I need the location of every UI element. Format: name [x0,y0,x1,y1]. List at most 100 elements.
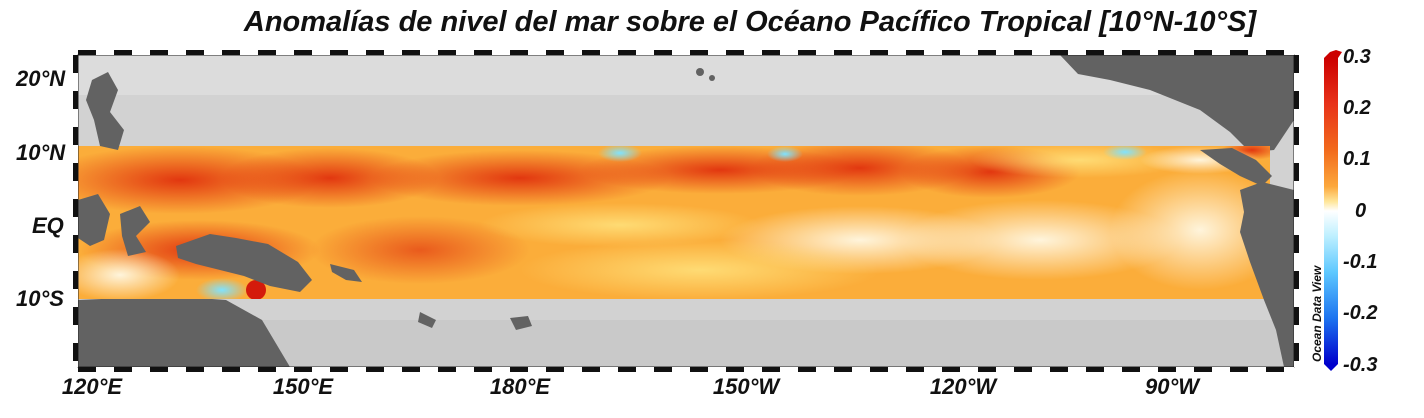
frame-segment-top [1032,50,1050,55]
frame-segment-bottom [348,367,366,372]
land-australia [78,296,290,367]
frame-segment-top [366,50,384,55]
frame-segment-top [222,50,240,55]
blob-pale-far-east [1110,170,1270,290]
frame-segment-left [73,73,78,91]
frame-segment-left [73,235,78,253]
anomaly-band [78,146,1270,299]
frame-segment-bottom [1140,367,1158,372]
blob-pale-east [900,200,1180,280]
frame-segment-bottom [1032,367,1050,372]
frame-segment-top [510,50,528,55]
frame-segment-top [1266,50,1284,55]
frame-segment-left [73,271,78,289]
frame-segment-bottom [186,367,204,372]
frame-segment-top [132,50,150,55]
frame-segment-bottom [726,367,744,372]
frame-segment-top [852,50,870,55]
frame-segment-bottom [564,367,582,372]
frame-segment-bottom [78,367,96,372]
frame-segment-top [1140,50,1158,55]
colorbar-tick-2: 0.1 [1343,148,1371,170]
frame-segment-bottom [1050,367,1068,372]
frame-segment-bottom [222,367,240,372]
frame-segment-bottom [1068,367,1086,372]
frame-segment-bottom [150,367,168,372]
colorbar-top-arrow [1324,50,1342,58]
frame-segment-right [1294,199,1299,217]
frame-segment-left [73,199,78,217]
blob-pale-west-south [78,249,180,299]
frame-segment-right [1294,271,1299,289]
colorbar-tick-4: -0.1 [1343,251,1378,273]
blob-north-west-2 [220,148,440,208]
frame-segment-top [240,50,258,55]
frame-segment-top [402,50,420,55]
frame-segment-top [618,50,636,55]
blob-cyan-3 [1103,146,1147,160]
frame-segment-top [1284,50,1294,55]
frame-segment-bottom [798,367,816,372]
frame-segment-top [474,50,492,55]
frame-segment-top [654,50,672,55]
lat-label-20n: 20°N [16,66,66,91]
frame-segment-bottom [618,367,636,372]
frame-segment-top [1086,50,1104,55]
frame-segment-bottom [1086,367,1104,372]
frame-segment-left [73,217,78,235]
lat-label-eq: EQ [32,213,64,238]
frame-segment-top [456,50,474,55]
frame-segment-left [73,91,78,109]
colorbar-tick-6: -0.3 [1343,354,1378,376]
frame-segment-top [636,50,654,55]
lon-label-180e: 180°E [489,374,551,399]
land-hawaii-2 [709,75,715,81]
frame-segment-top [78,50,96,55]
lon-label-120w: 120°W [929,374,997,399]
frame-segment-bottom [384,367,402,372]
frame-segment-top [960,50,978,55]
frame-segment-bottom [312,367,330,372]
frame-segment-top [834,50,852,55]
frame-segment-right [1294,253,1299,271]
frame-segment-bottom [780,367,798,372]
frame-segment-bottom [1176,367,1194,372]
blob-yellow-mid [480,203,760,247]
frame-segment-right [1294,235,1299,253]
frame-segment-top [1212,50,1230,55]
frame-segment-top [672,50,690,55]
frame-segment-bottom [654,367,672,372]
frame-segment-bottom [960,367,978,372]
frame-segment-bottom [1194,367,1212,372]
frame-segment-top [312,50,330,55]
frame-segment-bottom [510,367,528,372]
frame-segment-right [1294,181,1299,199]
frame-segment-bottom [420,367,438,372]
frame-segment-top [726,50,744,55]
frame-segment-top [1068,50,1086,55]
lon-label-150w: 150°W [712,374,780,399]
frame-segment-bottom [1104,367,1122,372]
frame-segment-bottom [600,367,618,372]
frame-segment-right [1294,307,1299,325]
frame-segment-top [1122,50,1140,55]
frame-segment-top [942,50,960,55]
frame-segment-top [258,50,276,55]
frame-segment-bottom [276,367,294,372]
frame-segment-bottom [636,367,654,372]
frame-ticks [73,50,1299,372]
frame-segment-top [1230,50,1248,55]
frame-segment-top [996,50,1014,55]
frame-segment-bottom [1122,367,1140,372]
frame-segment-top [348,50,366,55]
frame-segment-bottom [96,367,114,372]
frame-segment-bottom [1158,367,1176,372]
frame-segment-left [73,109,78,127]
colorbar-tick-0: 0.3 [1343,46,1371,68]
frame-segment-left [73,127,78,145]
frame-segment-top [564,50,582,55]
frame-segment-left [73,181,78,199]
frame-segment-top [1176,50,1194,55]
frame-segment-top [816,50,834,55]
